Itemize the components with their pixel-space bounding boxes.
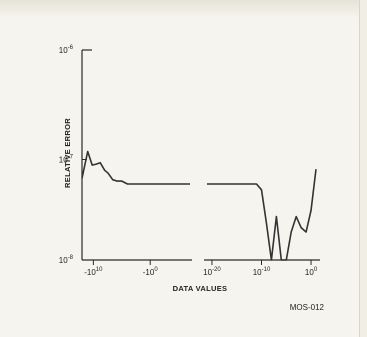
x-tick-label: 10-10 <box>253 267 271 277</box>
x-tick-label: 10-20 <box>203 267 221 277</box>
x-tick-label: -1010 <box>84 267 103 277</box>
error-curve-positive <box>207 169 317 261</box>
error-curve-negative <box>81 150 190 185</box>
x-tick-label: -100 <box>143 267 159 277</box>
figure-id-label: MOS-012 <box>290 303 325 312</box>
plot-frame <box>81 49 320 261</box>
relative-error-chart: 10-6 10-7 10-8 -1010 -100 10-20 10-10 100 RELA… <box>59 45 325 312</box>
y-tick-label: 10-7 <box>59 155 74 165</box>
x-axis-title: DATA VALUES <box>173 284 228 293</box>
y-tick-label: 10-6 <box>59 45 74 55</box>
x-tick-label: 100 <box>305 267 318 277</box>
y-axis-ticks: 10-6 10-7 10-8 <box>59 45 87 265</box>
y-tick-label: 10-8 <box>59 255 74 265</box>
x-axis-ticks: -1010 -100 10-20 10-10 100 <box>84 260 318 277</box>
series-lines <box>81 150 317 261</box>
y-axis-title: RELATIVE ERROR <box>63 118 72 188</box>
